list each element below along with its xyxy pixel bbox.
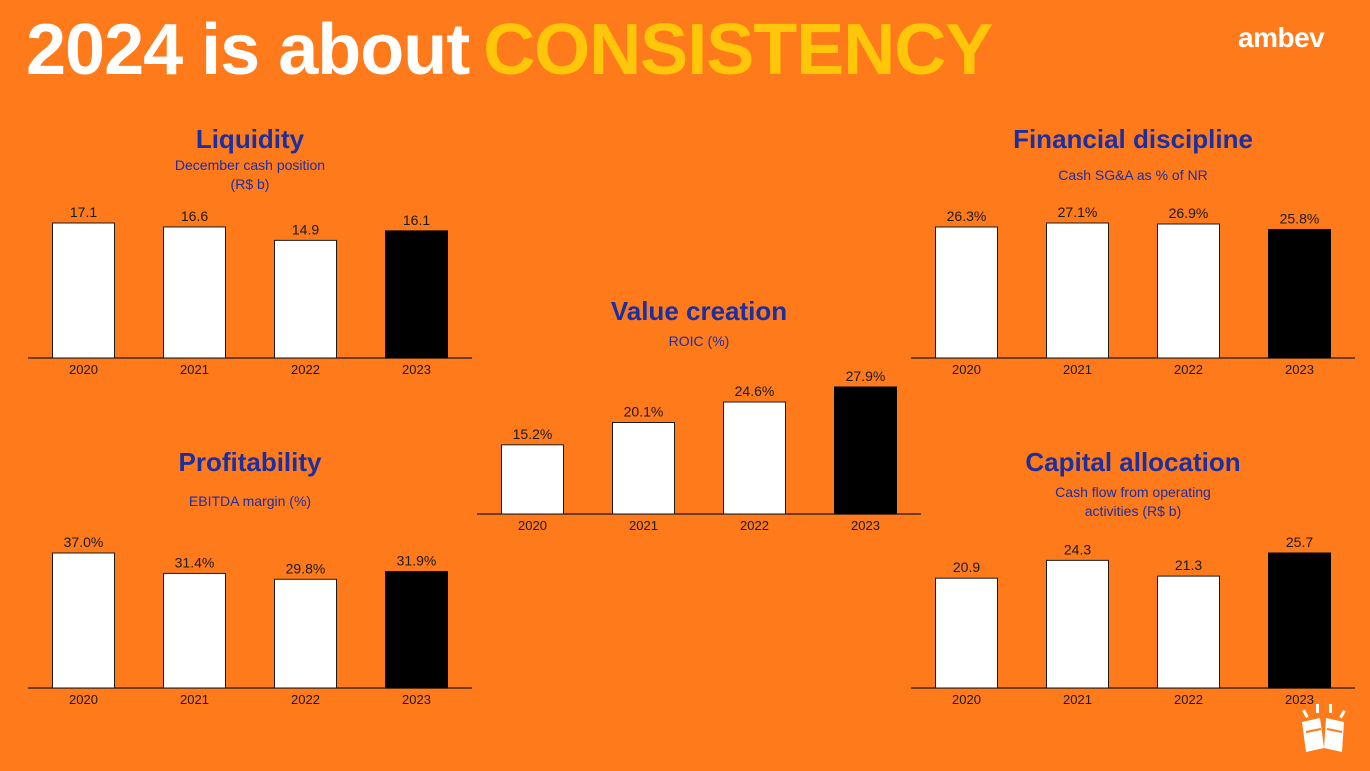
data-label: 16.1 — [403, 212, 430, 228]
chart-panel-value-creation: Value creation ROIC (%) 15.2% 2020 20.1% 20… — [477, 296, 921, 536]
bar-2020 — [935, 577, 998, 689]
x-tick-label: 2023 — [1285, 362, 1314, 377]
bar-2020 — [52, 552, 115, 689]
data-label: 21.3 — [1175, 557, 1202, 573]
data-label: 26.9% — [1169, 205, 1209, 221]
data-label: 37.0% — [64, 534, 104, 550]
chart-title: Financial discipline — [1013, 124, 1253, 154]
bar-2020 — [52, 222, 115, 359]
chart-title: Liquidity — [195, 124, 305, 154]
chart-title: Capital allocation — [1025, 447, 1241, 477]
bar-2020 — [935, 226, 998, 359]
page-title: 2024 is about CONSISTENCY — [26, 8, 993, 92]
x-tick-label: 2023 — [402, 692, 431, 707]
bar-2022 — [274, 578, 337, 689]
bar-2021 — [163, 572, 226, 689]
bar-chart-capital-allocation: 20.9 2020 24.3 2021 21.3 2022 25.7 2023 — [911, 534, 1355, 707]
x-tick-label: 2023 — [1285, 692, 1314, 707]
bar-chart-profitability: 37.0% 2020 31.4% 2021 29.8% 2022 31.9% 2023 — [28, 534, 472, 707]
x-tick-label: 2021 — [180, 692, 209, 707]
chart-subtitle: Cash flow from operating activities (R$ … — [1055, 484, 1211, 519]
title-accent: CONSISTENCY — [483, 10, 993, 90]
bar-2021 — [163, 226, 226, 359]
data-label: 25.8% — [1280, 210, 1320, 226]
data-label: 24.6% — [735, 383, 775, 399]
chart-panel-profitability: Profitability EBITDA margin (%) 37.0% 202… — [28, 447, 472, 711]
x-tick-label: 2022 — [291, 692, 320, 707]
data-label: 16.6 — [181, 208, 208, 224]
data-label: 31.9% — [397, 553, 437, 569]
data-label: 27.9% — [846, 368, 886, 384]
data-label: 15.2% — [513, 426, 553, 442]
chart-panel-capital-allocation: Capital allocation Cash flow from operat… — [911, 447, 1355, 711]
chart-panel-financial-discipline: Financial discipline Cash SG&A as % of N… — [911, 124, 1355, 380]
x-tick-label: 2020 — [518, 518, 547, 533]
data-label: 24.3 — [1064, 541, 1091, 557]
data-label: 26.3% — [947, 208, 987, 224]
x-tick-label: 2023 — [851, 518, 880, 533]
x-tick-label: 2021 — [1063, 692, 1092, 707]
bar-2020 — [501, 444, 564, 515]
bar-chart-liquidity: 17.1 2020 16.6 2021 14.9 2022 16.1 2023 — [28, 204, 472, 377]
ambev-logo: ambev — [1238, 22, 1325, 53]
bar-2022 — [1157, 223, 1220, 359]
bar-chart-financial-discipline: 26.3% 2020 27.1% 2021 26.9% 2022 25.8% 2023 — [911, 204, 1355, 377]
x-tick-label: 2020 — [952, 692, 981, 707]
bar-2023 — [1268, 228, 1331, 359]
bar-2022 — [723, 401, 786, 515]
bar-2022 — [1157, 575, 1220, 689]
chart-title: Profitability — [178, 447, 322, 477]
x-tick-label: 2020 — [69, 692, 98, 707]
bar-2023 — [385, 230, 448, 359]
x-tick-label: 2022 — [1174, 362, 1203, 377]
x-tick-label: 2023 — [402, 362, 431, 377]
chart-subtitle: ROIC (%) — [668, 333, 730, 349]
x-tick-label: 2021 — [1063, 362, 1092, 377]
bar-2023 — [385, 571, 448, 689]
chart-title: Value creation — [610, 296, 788, 326]
bar-2021 — [1046, 222, 1109, 359]
title-main: 2024 is about — [26, 10, 470, 90]
data-label: 20.9 — [953, 559, 980, 575]
x-tick-label: 2021 — [629, 518, 658, 533]
bar-2023 — [1268, 552, 1331, 689]
cheers-icon — [1302, 704, 1346, 752]
x-tick-label: 2021 — [180, 362, 209, 377]
x-tick-label: 2020 — [69, 362, 98, 377]
x-tick-label: 2022 — [291, 362, 320, 377]
data-label: 20.1% — [624, 404, 664, 420]
x-tick-label: 2022 — [740, 518, 769, 533]
bar-2021 — [612, 422, 675, 515]
chart-panel-liquidity: Liquidity December cash position (R$ b) … — [28, 124, 472, 380]
data-label: 17.1 — [70, 204, 97, 220]
x-tick-label: 2020 — [952, 362, 981, 377]
data-label: 25.7 — [1286, 534, 1313, 550]
bar-2023 — [834, 386, 897, 515]
bar-2022 — [274, 239, 337, 359]
data-label: 31.4% — [175, 554, 215, 570]
chart-subtitle: EBITDA margin (%) — [188, 493, 312, 509]
data-label: 29.8% — [286, 560, 326, 576]
chart-subtitle: December cash position (R$ b) — [174, 157, 326, 192]
data-label: 27.1% — [1058, 204, 1098, 220]
chart-subtitle: Cash SG&A as % of NR — [1058, 167, 1208, 183]
bar-chart-value-creation: 15.2% 2020 20.1% 2021 24.6% 2022 27.9% 2023 — [477, 368, 921, 533]
data-label: 14.9 — [292, 221, 319, 237]
bar-2021 — [1046, 559, 1109, 689]
x-tick-label: 2022 — [1174, 692, 1203, 707]
